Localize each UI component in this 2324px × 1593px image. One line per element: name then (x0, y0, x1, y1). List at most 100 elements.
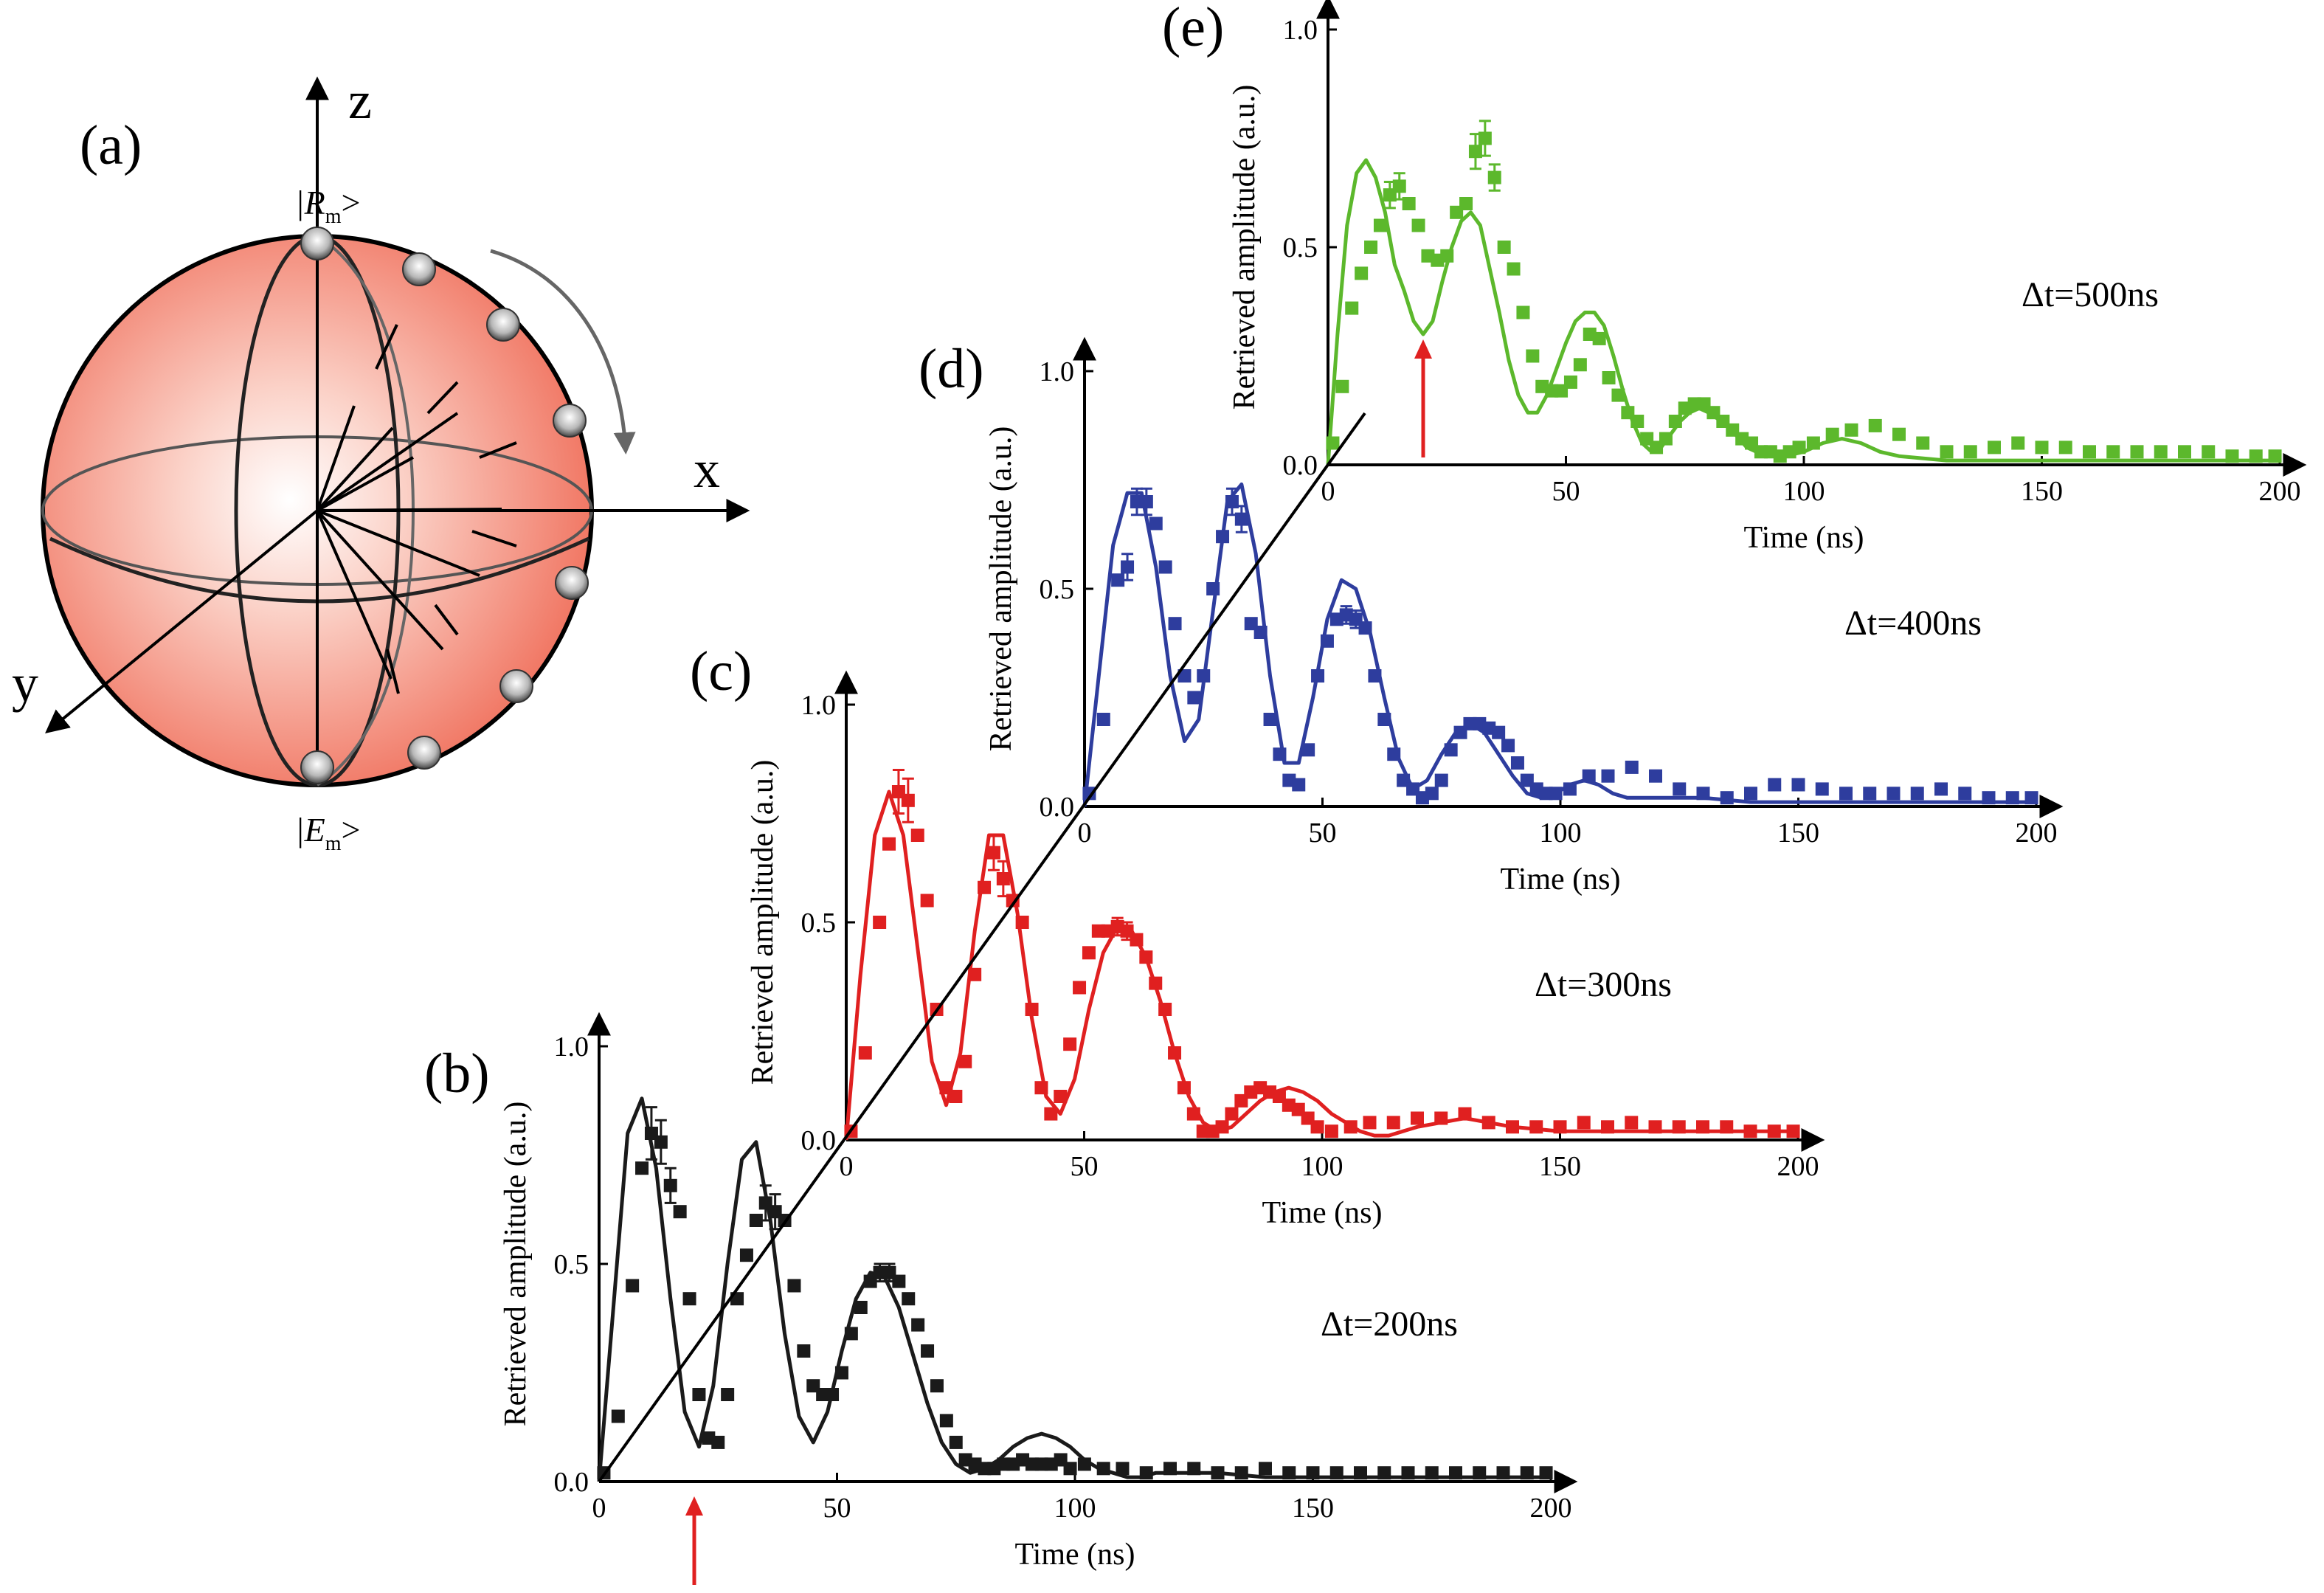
y-tick-label: 0.0 (1283, 450, 1318, 481)
data-point (1916, 436, 1930, 450)
data-point (1363, 1116, 1377, 1130)
x-tick-label: 50 (823, 1493, 851, 1524)
data-point (1839, 787, 1853, 801)
data-point (2178, 445, 2191, 459)
data-point (1273, 747, 1287, 761)
y-tick-label: 1.0 (1040, 356, 1075, 387)
data-point (1082, 787, 1096, 801)
data-point (1668, 415, 1682, 428)
data-point (1215, 1120, 1229, 1134)
panel-label-d: (d) (919, 338, 984, 400)
x-axis-label: Time (ns) (1744, 521, 1864, 555)
x-tick-label: 50 (1071, 1151, 1099, 1182)
y-tick-label: 0.5 (1040, 574, 1075, 605)
data-point (1768, 778, 1782, 792)
data-point (1263, 713, 1277, 726)
data-point (1553, 1120, 1567, 1134)
x-tick-label: 50 (1552, 476, 1580, 507)
ket-R: |Rm> (295, 184, 360, 228)
data-point (1940, 445, 1954, 459)
data-point (1354, 1466, 1367, 1480)
bloch-sphere-panel: (a) z x y (12, 71, 750, 855)
data-point (1310, 1120, 1324, 1134)
data-point (1063, 1462, 1077, 1476)
data-point (1006, 894, 1020, 908)
data-point (2011, 436, 2025, 450)
chart-panel-d: 0 50 100 150 200 0.0 0.5 1.0 Time (ns) Retrieved … (919, 336, 2064, 896)
data-point (1601, 1120, 1614, 1134)
spin-caps (300, 227, 589, 784)
y-axis-label: Retrieved amplitude (a.u.) (1228, 85, 1262, 410)
data-point (1387, 747, 1401, 761)
data-point (1301, 743, 1315, 757)
data-point (1630, 415, 1645, 428)
data-point (2024, 791, 2038, 805)
data-point (920, 894, 934, 908)
x-tick-label: 100 (1540, 818, 1582, 849)
y-tick-label: 1.0 (1283, 15, 1318, 46)
data-point (1892, 427, 1906, 441)
x-axis-label: Time (ns) (1262, 1196, 1383, 1230)
data-point (2225, 449, 2239, 463)
data-point (1225, 1107, 1239, 1121)
data-point (1311, 669, 1325, 683)
y-tick-label: 1.0 (801, 690, 837, 721)
data-point (1507, 262, 1521, 276)
data-point (654, 1135, 668, 1149)
data-point (739, 1248, 753, 1262)
data-point (787, 1279, 801, 1293)
data-point (635, 1161, 649, 1175)
data-point (1320, 634, 1334, 648)
data-point (1187, 691, 1201, 705)
data-point (873, 916, 887, 929)
data-point (1963, 445, 1977, 459)
data-point (1520, 1466, 1534, 1480)
data-point (1563, 782, 1577, 796)
data-point (1563, 375, 1577, 389)
data-point (1373, 218, 1387, 232)
data-point (1343, 1120, 1358, 1134)
data-point (1211, 1466, 1225, 1480)
data-point (958, 1054, 972, 1068)
data-point (1487, 170, 1501, 184)
data-point (1368, 669, 1382, 683)
y-tick-label: 0.0 (1040, 792, 1075, 823)
data-point (1329, 1466, 1343, 1480)
data-point (1139, 950, 1153, 964)
data-point (1459, 197, 1473, 210)
spin-vectors (316, 251, 502, 767)
data-point (1696, 787, 1710, 801)
x-tick-label: 50 (1309, 818, 1337, 849)
data-point (1402, 197, 1416, 210)
data-point (1139, 1466, 1153, 1480)
data-point (1673, 782, 1687, 796)
data-point (1529, 1120, 1543, 1134)
data-point (1168, 617, 1182, 631)
data-point (1063, 1037, 1077, 1051)
data-point (1934, 782, 1948, 796)
data-point (844, 1327, 858, 1341)
fit-curve (844, 789, 1798, 1141)
y-tick-label: 0.0 (554, 1467, 589, 1498)
data-point (826, 1388, 840, 1401)
data-point (1444, 743, 1458, 757)
data-point (1077, 1457, 1091, 1471)
data-point (1025, 1003, 1039, 1016)
data-point (1121, 560, 1135, 574)
data-point (1073, 981, 1087, 995)
chart-panel-e: 0 50 100 150 200 0.0 0.5 1.0 Time (ns) Retrieved … (1162, 0, 2307, 555)
data-point (902, 1292, 916, 1306)
data-point (1401, 1466, 1415, 1480)
data-point (1364, 241, 1378, 254)
data-point (711, 1435, 725, 1449)
data-point (2202, 445, 2216, 459)
data-point (1582, 769, 1596, 783)
data-point (1958, 787, 1972, 801)
data-point (1649, 769, 1662, 783)
data-point (1516, 305, 1530, 319)
panel-label-b: (b) (424, 1043, 490, 1105)
data-point (978, 880, 992, 894)
data-point (1139, 495, 1153, 508)
data-point (1096, 1462, 1110, 1476)
data-point (834, 1366, 848, 1380)
